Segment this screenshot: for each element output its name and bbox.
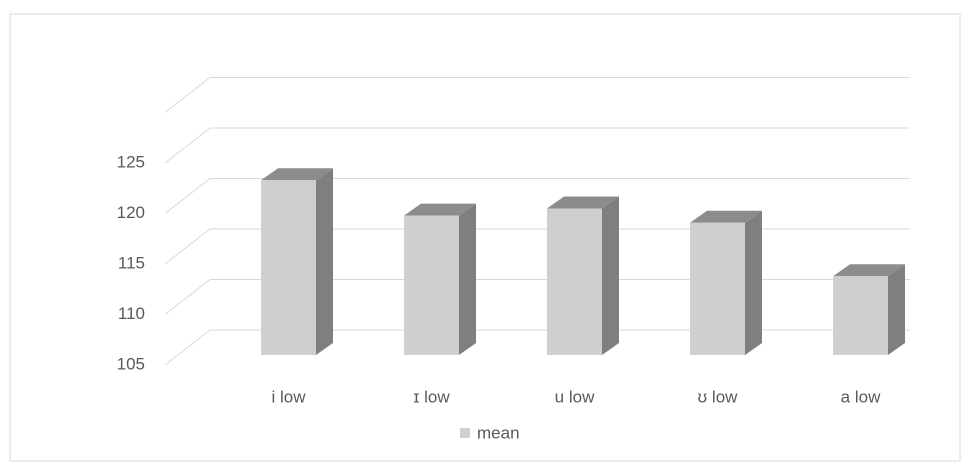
x-tick-label: u low bbox=[555, 387, 595, 406]
grid-line-diag bbox=[164, 228, 211, 265]
bar bbox=[547, 208, 602, 355]
y-tick-label: 120 bbox=[117, 203, 145, 222]
y-tick-label: 105 bbox=[117, 354, 145, 373]
y-tick-label: 110 bbox=[118, 304, 145, 323]
bar-top bbox=[547, 196, 619, 209]
bar-top bbox=[404, 203, 476, 216]
y-tick-label: 125 bbox=[117, 152, 145, 171]
bar-top bbox=[261, 168, 333, 181]
x-tick-label: a low bbox=[841, 387, 881, 406]
bar-side bbox=[602, 196, 619, 355]
legend-label: mean bbox=[477, 423, 520, 442]
bar-side bbox=[888, 264, 905, 355]
x-tick-label: ɪ low bbox=[413, 387, 450, 406]
bar bbox=[404, 215, 459, 355]
bar bbox=[261, 180, 316, 355]
grid-line-diag bbox=[164, 178, 211, 214]
bar bbox=[833, 276, 888, 355]
bar-side bbox=[745, 210, 762, 355]
x-tick-label: ʊ low bbox=[698, 387, 739, 406]
legend-swatch bbox=[460, 428, 470, 438]
x-tick-label: i low bbox=[271, 387, 306, 406]
bar-side bbox=[316, 168, 333, 355]
grid-line-diag bbox=[164, 127, 211, 164]
bar-side bbox=[459, 203, 476, 355]
plot-top-diag bbox=[164, 77, 211, 113]
grid-line-diag bbox=[164, 329, 211, 366]
chart-frame bbox=[9, 13, 961, 462]
bar bbox=[690, 222, 745, 355]
bar-top bbox=[833, 264, 905, 277]
bar-top bbox=[690, 210, 762, 223]
grid-line-diag bbox=[164, 279, 211, 315]
y-tick-label: 115 bbox=[118, 253, 145, 272]
